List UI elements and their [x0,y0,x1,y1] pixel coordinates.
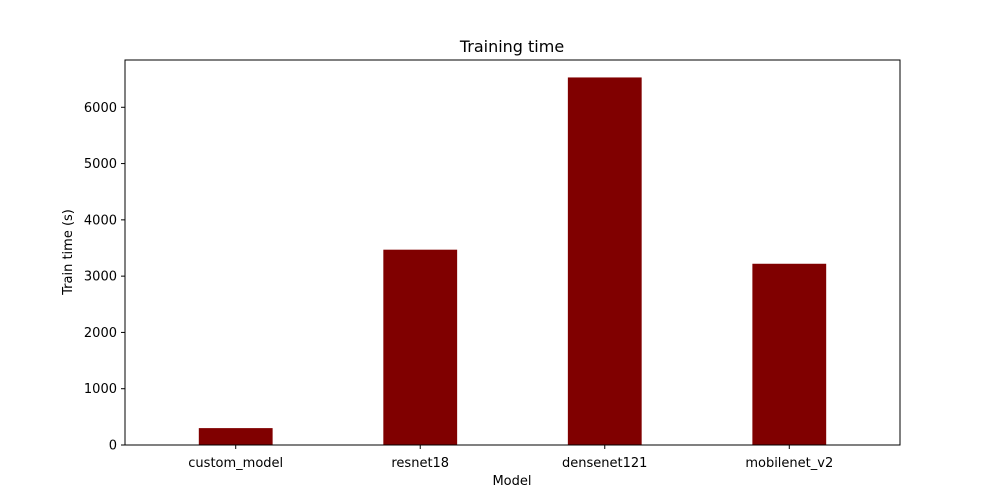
x-tick-label-resnet18: resnet18 [391,456,449,471]
y-tick-label-3000: 3000 [84,270,117,285]
chart-title: Training time [459,37,564,56]
bar-mobilenet_v2 [752,263,827,445]
y-axis-title: Train time (s) [61,209,76,296]
x-tick-label-mobilenet_v2: mobilenet_v2 [745,456,833,471]
y-tick-label-0: 0 [109,439,117,454]
x-tick-label-custom_model: custom_model [188,456,283,471]
plot-frame [124,59,901,446]
x-tick-label-densenet121: densenet121 [562,456,647,471]
y-tick-label-5000: 5000 [84,157,117,172]
bar-resnet18 [383,249,458,445]
x-axis-title: Model [492,474,531,489]
y-tick-label-1000: 1000 [84,382,117,397]
y-tick-label-2000: 2000 [84,326,117,341]
bar-densenet121 [567,77,642,446]
y-axis: 0 1000 2000 3000 4000 5000 6000 [84,101,125,454]
y-tick-label-6000: 6000 [84,101,117,116]
bar-custom_model [198,428,273,445]
x-axis: custom_model resnet18 densenet121 mobilenet… [188,445,833,471]
bars-layer [198,77,827,446]
y-tick-label-4000: 4000 [84,213,117,228]
